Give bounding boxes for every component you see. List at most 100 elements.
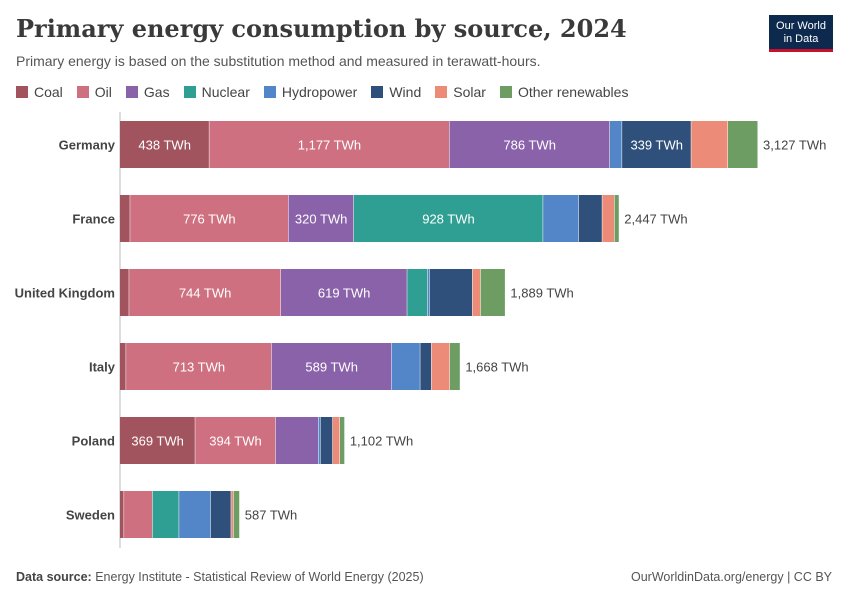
bar-segment-oil[interactable] [126,343,272,390]
legend-swatch [183,86,196,98]
bar-segment-solar[interactable] [431,343,450,390]
bar-segment-coal[interactable] [120,417,195,464]
total-label: 2,447 TWh [624,212,687,227]
bar-segment-solar[interactable] [332,417,340,464]
bar-segment-wind[interactable] [420,343,432,390]
total-label: 3,127 TWh [763,138,826,153]
legend-swatch [76,86,89,98]
bar-segment-other-renewables[interactable] [614,195,619,242]
chart-subtitle: Primary energy is based on the substitut… [16,53,541,69]
data-label: 589 TWh [305,360,358,375]
data-label: 339 TWh [630,138,683,153]
category-label: United Kingdom [15,286,115,301]
bar-segment-nuclear[interactable] [407,269,428,316]
bar-segment-solar[interactable] [691,121,728,168]
logo-line-2: in Data [783,33,819,45]
bar-segment-hydropower[interactable] [179,491,211,538]
chart-title: Primary energy consumption by source, 20… [16,14,627,43]
total-label: 1,102 TWh [350,434,413,449]
bar-segment-oil[interactable] [209,121,450,168]
data-label: 394 TWh [209,434,262,449]
legend-label: Coal [34,84,63,100]
legend-label: Nuclear [201,84,250,100]
bar-segment-solar[interactable] [231,491,234,538]
credit-link[interactable]: OurWorldinData.org/energy | CC BY [630,570,832,584]
legend-item-hydropower[interactable]: Hydropower [263,84,358,100]
bar-segment-nuclear[interactable] [353,195,543,242]
bar-segment-other-renewables[interactable] [339,417,345,464]
legend-swatch [435,86,448,98]
bar-segment-coal[interactable] [120,343,126,390]
legend: Coal Oil Gas Nuclear Hydropower Wind Solar Othe… [16,84,642,100]
bar-segment-oil[interactable] [195,417,276,464]
legend-swatch [499,86,512,98]
data-label: 1,177 TWh [298,138,361,153]
legend-swatch [263,86,276,98]
owid-logo[interactable]: Our World in Data [769,15,833,52]
bar-segment-solar[interactable] [602,195,615,242]
bar-segment-other-renewables[interactable] [233,491,240,538]
bar-segment-wind[interactable] [578,195,602,242]
bar-segment-gas[interactable] [280,269,407,316]
legend-item-solar[interactable]: Solar [435,84,486,100]
bar-segment-hydropower[interactable] [609,121,622,168]
legend-label: Other renewables [517,84,629,100]
bar-segment-wind[interactable] [429,269,473,316]
category-label: France [72,212,115,227]
legend-label: Gas [143,84,170,100]
bar-segment-coal[interactable] [120,269,129,316]
legend-label: Wind [389,84,422,100]
legend-item-coal[interactable]: Coal [16,84,63,100]
total-label: 1,889 TWh [510,286,573,301]
category-label: Poland [72,434,115,449]
data-label: 438 TWh [138,138,191,153]
data-label: 776 TWh [183,212,236,227]
data-label: 369 TWh [131,434,184,449]
bar-segment-oil[interactable] [130,195,289,242]
bar-segment-gas[interactable] [271,343,392,390]
legend-label: Oil [94,84,112,100]
bar-segment-gas[interactable] [275,417,319,464]
legend-item-oil[interactable]: Oil [76,84,112,100]
legend-swatch [371,86,384,98]
data-label: 744 TWh [179,286,232,301]
legend-label: Hydropower [281,84,358,100]
logo-line-1: Our World [776,20,826,32]
legend-item-gas[interactable]: Gas [125,84,170,100]
bar-segment-oil[interactable] [124,491,153,538]
bar-segment-wind[interactable] [622,121,691,168]
bar-segment-wind[interactable] [210,491,231,538]
data-label: 928 TWh [422,212,475,227]
data-label: 786 TWh [503,138,556,153]
stacked-bar-chart: Germany 438 TWh 1,177 TWh 786 TWh 339 TWh 3,1… [15,112,826,548]
category-label: Germany [59,138,116,153]
bar-segment-hydropower[interactable] [427,269,430,316]
data-label: 619 TWh [318,286,371,301]
total-label: 587 TWh [245,508,298,523]
bar-segment-coal[interactable] [120,195,130,242]
bar-segment-hydropower[interactable] [318,417,321,464]
bar-segment-coal[interactable] [120,491,124,538]
bar-segment-gas[interactable] [449,121,610,168]
bar-segment-hydropower[interactable] [543,195,579,242]
data-label: 713 TWh [173,360,226,375]
bar-segment-gas[interactable] [288,195,354,242]
data-source-label: Data source: [16,570,92,584]
legend-item-nuclear[interactable]: Nuclear [183,84,250,100]
data-source: Data source: Energy Institute - Statisti… [16,570,424,584]
bar-segment-hydropower[interactable] [391,343,420,390]
bar-segment-oil[interactable] [129,269,281,316]
bar-segment-other-renewables[interactable] [449,343,460,390]
bar-segment-other-renewables[interactable] [480,269,505,316]
bar-segment-coal[interactable] [120,121,209,168]
data-label: 320 TWh [295,212,348,227]
data-source-text[interactable]: Energy Institute - Statistical Review of… [95,570,424,584]
bar-segment-nuclear[interactable] [152,491,179,538]
bar-segment-other-renewables[interactable] [728,121,758,168]
legend-item-wind[interactable]: Wind [371,84,421,100]
legend-item-other-renewables[interactable]: Other renewables [499,84,629,100]
bar-segment-solar[interactable] [472,269,481,316]
total-label: 1,668 TWh [465,360,528,375]
bar-segment-wind[interactable] [320,417,333,464]
legend-label: Solar [453,84,486,100]
